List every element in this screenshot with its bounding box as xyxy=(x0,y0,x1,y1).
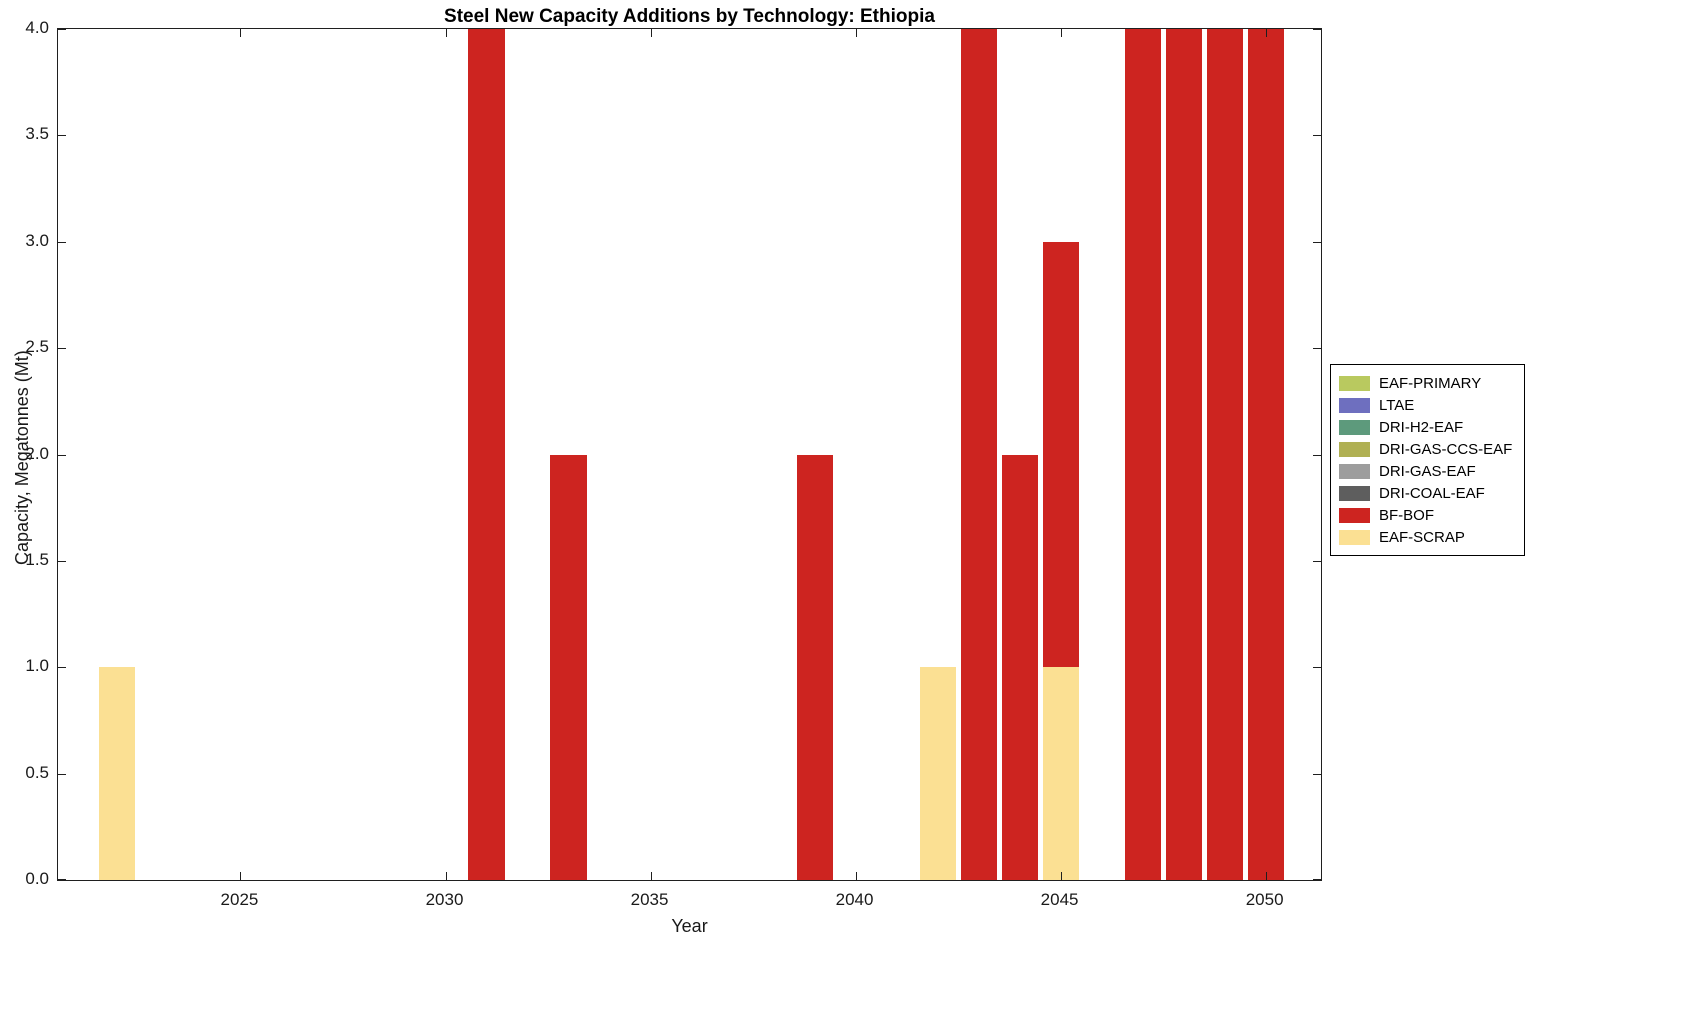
y-tick-mark xyxy=(58,879,66,880)
x-tick-mark xyxy=(240,29,242,37)
y-tick-mark xyxy=(1313,773,1321,775)
y-tick-label: 3.0 xyxy=(25,230,49,250)
x-tick-mark xyxy=(1060,29,1062,37)
legend-item-dri-gas-eaf: DRI-GAS-EAF xyxy=(1339,460,1512,482)
legend-swatch-eaf-scrap xyxy=(1339,529,1370,545)
x-tick-label: 2045 xyxy=(1040,890,1079,909)
x-tick-mark xyxy=(445,29,447,37)
bar-2042-eaf-scrap xyxy=(919,667,956,880)
legend-label: LTAE xyxy=(1379,396,1415,414)
legend-label: DRI-GAS-CCS-EAF xyxy=(1379,440,1513,458)
legend-label: BF-BOF xyxy=(1379,506,1434,524)
y-tick-mark xyxy=(1313,348,1321,350)
bar-2050-bf-bof xyxy=(1247,29,1284,880)
legend-swatch-dri-coal-eaf xyxy=(1339,485,1370,501)
x-tick-label: 2030 xyxy=(425,890,464,909)
legend: EAF-PRIMARY LTAE DRI-H2-EAF DRI-GAS-CCS-EAF… xyxy=(1330,364,1526,556)
x-tick-mark xyxy=(855,872,857,880)
legend-item-dri-coal-eaf: DRI-COAL-EAF xyxy=(1339,482,1512,504)
x-tick-label: 2040 xyxy=(835,890,874,909)
bar-2047-bf-bof xyxy=(1124,29,1161,880)
y-tick-mark xyxy=(58,667,66,669)
x-tick-mark xyxy=(1265,29,1267,37)
x-tick-label: 2035 xyxy=(630,890,669,909)
y-tick-mark xyxy=(1313,879,1321,880)
x-tick-mark xyxy=(1060,872,1062,880)
y-tick-mark xyxy=(1313,454,1321,456)
y-tick-mark xyxy=(58,135,66,137)
chart-title: Steel New Capacity Additions by Technolo… xyxy=(444,6,935,27)
y-tick-mark xyxy=(58,29,66,30)
bar-2039-bf-bof xyxy=(796,454,833,880)
x-tick-label: 2050 xyxy=(1245,890,1284,909)
x-tick-mark xyxy=(240,872,242,880)
legend-label: DRI-COAL-EAF xyxy=(1379,484,1485,502)
y-tick-label: 0.5 xyxy=(25,762,49,782)
bar-2049-bf-bof xyxy=(1206,29,1243,880)
y-tick-label: 3.5 xyxy=(25,124,49,144)
y-tick-label: 1.5 xyxy=(25,549,49,569)
y-tick-mark xyxy=(1313,560,1321,562)
bar-2048-bf-bof xyxy=(1165,29,1202,880)
plot-area xyxy=(57,28,1322,881)
legend-item-eaf-primary: EAF-PRIMARY xyxy=(1339,372,1512,394)
y-tick-mark xyxy=(58,773,66,775)
bar-2033-bf-bof xyxy=(550,454,587,880)
legend-swatch-bf-bof xyxy=(1339,507,1370,523)
bar-2044-bf-bof xyxy=(1001,454,1038,880)
legend-swatch-ltae xyxy=(1339,397,1370,413)
x-tick-mark xyxy=(445,872,447,880)
y-tick-mark xyxy=(1313,29,1321,30)
legend-label: EAF-PRIMARY xyxy=(1379,374,1482,392)
legend-label: EAF-SCRAP xyxy=(1379,528,1465,546)
legend-item-dri-gas-ccs-eaf: DRI-GAS-CCS-EAF xyxy=(1339,438,1512,460)
y-tick-label: 4.0 xyxy=(25,18,49,37)
y-tick-mark xyxy=(58,560,66,562)
legend-swatch-eaf-primary xyxy=(1339,375,1370,391)
legend-item-bf-bof: BF-BOF xyxy=(1339,504,1512,526)
y-tick-mark xyxy=(58,348,66,350)
x-tick-label: 2025 xyxy=(220,890,259,909)
y-tick-mark xyxy=(1313,667,1321,669)
legend-swatch-dri-h2-eaf xyxy=(1339,419,1370,435)
bar-2043-bf-bof xyxy=(960,29,997,880)
x-axis-label: Year xyxy=(671,916,708,936)
legend-swatch-dri-gas-ccs-eaf xyxy=(1339,441,1370,457)
y-tick-label: 2.5 xyxy=(25,337,49,357)
legend-swatch-dri-gas-eaf xyxy=(1339,463,1370,479)
legend-item-ltae: LTAE xyxy=(1339,394,1512,416)
y-tick-mark xyxy=(1313,135,1321,137)
legend-label: DRI-GAS-EAF xyxy=(1379,462,1476,480)
y-tick-mark xyxy=(58,454,66,456)
x-tick-mark xyxy=(855,29,857,37)
y-tick-mark xyxy=(1313,241,1321,243)
legend-item-eaf-scrap: EAF-SCRAP xyxy=(1339,526,1512,548)
legend-label: DRI-H2-EAF xyxy=(1379,418,1464,436)
y-tick-label: 1.0 xyxy=(25,656,49,676)
bar-2045-eaf-scrap xyxy=(1042,667,1079,880)
bar-2045-bf-bof xyxy=(1042,241,1079,668)
y-tick-mark xyxy=(58,241,66,243)
y-tick-label: 2.0 xyxy=(25,443,49,463)
x-tick-mark xyxy=(1265,872,1267,880)
y-tick-label: 0.0 xyxy=(25,869,49,888)
bar-2031-bf-bof xyxy=(468,29,505,880)
x-tick-mark xyxy=(650,29,652,37)
legend-item-dri-h2-eaf: DRI-H2-EAF xyxy=(1339,416,1512,438)
x-tick-mark xyxy=(650,872,652,880)
bar-2022-eaf-scrap xyxy=(99,667,136,880)
